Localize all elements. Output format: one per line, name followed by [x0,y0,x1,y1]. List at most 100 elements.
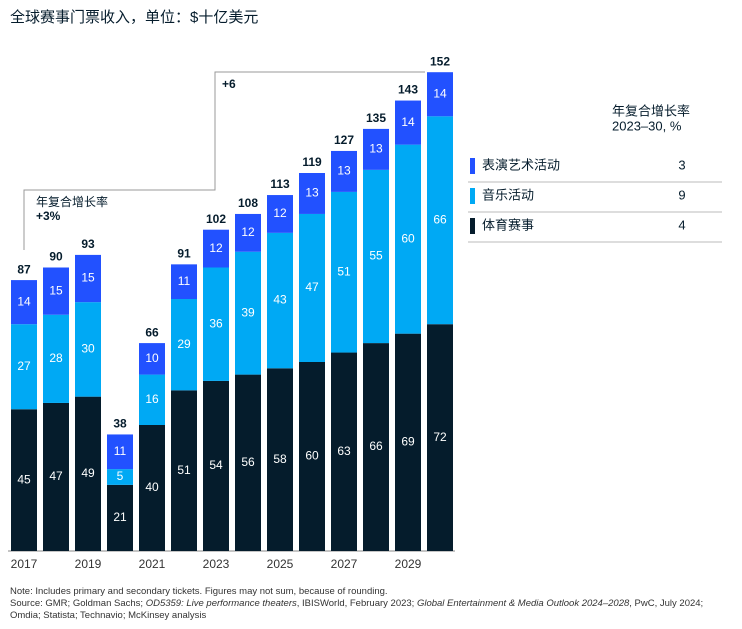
segment-label: 69 [401,434,415,448]
segment-label: 21 [113,510,127,524]
bar-segment [203,267,229,381]
legend-label: 表演艺术活动 [482,157,560,172]
bar-segment [235,374,261,551]
cagr-late: +6 [222,77,236,91]
segment-label: 16 [145,392,159,406]
legend-title: 2023–30, % [612,118,682,133]
segment-label: 11 [114,444,127,458]
bar-segment [139,343,165,375]
bar-segment [171,390,197,551]
segment-label: 14 [401,115,415,129]
segment-label: 15 [81,271,95,285]
segment-label: 11 [178,274,191,288]
bar-segment [267,368,293,551]
source-part: , IBISWorld, February 2023; [296,598,417,609]
segment-label: 28 [49,351,63,365]
total-label: 102 [206,212,226,226]
total-label: 143 [398,83,418,97]
segment-label: 13 [337,164,351,178]
legend-title: 年复合增长率 [612,103,690,118]
bar-segment [43,267,69,315]
segment-label: 47 [305,280,319,294]
segment-label: 56 [241,455,255,469]
bar-segment [427,72,453,117]
segment-label: 72 [433,430,447,444]
bar-segment [107,484,133,551]
total-label: 93 [81,237,95,251]
segment-label: 39 [241,305,255,319]
bar-segment [331,150,357,192]
x-tick-label: 2025 [267,557,294,571]
cagr-bracket [23,71,425,250]
bar-segment [395,144,421,334]
source-part: , PwC, July 2024; Omdia; Statista; Techn… [10,598,704,621]
bar-segment [267,232,293,369]
bar-segment [203,380,229,551]
total-label: 108 [238,196,258,210]
x-tick-label: 2023 [203,557,230,571]
bar-segment [75,302,101,397]
segment-label: 13 [305,186,319,200]
bar-segment [363,169,389,344]
segment-label: 66 [433,212,447,226]
bar-segment [299,362,325,551]
bar-segment [363,343,389,551]
x-tick-label: 2021 [139,557,166,571]
bar-segment [171,299,197,391]
segment-label: 66 [369,439,383,453]
segment-label: 51 [337,264,351,278]
bar-segment [203,229,229,268]
bar-segment [139,425,165,551]
segment-label: 12 [241,225,255,239]
x-tick-label: 2017 [11,557,38,571]
segment-label: 15 [49,283,63,297]
segment-label: 51 [177,463,191,477]
cagr-label: 年复合增长率 [36,194,108,209]
bar-segment [395,333,421,551]
source-part: Global Entertainment & Media Outlook 202… [416,598,630,609]
note: Note: Includes primary and secondary tic… [10,586,388,597]
total-label: 113 [270,177,290,191]
segment-label: 60 [401,231,415,245]
total-label: 66 [145,325,159,339]
bar-segment [11,280,37,325]
segment-label: 58 [273,452,287,466]
bar-segment [299,173,325,214]
legend-label: 音乐活动 [482,187,534,202]
legend-swatch [470,218,475,234]
segment-label: 47 [49,469,63,483]
bar-segment [267,195,293,233]
bar-segment [11,409,37,551]
segment-label: 13 [369,142,383,156]
bar-segment [331,352,357,551]
bar-segment [107,434,133,470]
notes: Note: Includes primary and secondary tic… [10,586,730,622]
legend-swatch [470,188,475,204]
total-label: 127 [334,133,354,147]
bar-segment [75,254,101,303]
bar-segment [107,469,133,485]
bar-segment [427,324,453,551]
segment-label: 5 [117,469,124,483]
source: Source: GMR; Goldman Sachs; OD5359: Live… [10,598,730,622]
cagr-early: +3% [36,209,61,223]
total-label: 87 [17,262,31,276]
total-label: 119 [302,155,322,169]
bar-segment [331,191,357,353]
bar-segment [171,264,197,299]
total-label: 152 [430,54,450,68]
x-tick-label: 2019 [75,557,102,571]
bar-segment [139,374,165,425]
segment-label: 27 [17,359,31,373]
segment-label: 45 [17,472,31,486]
bar-segment [235,251,261,375]
segment-label: 49 [81,466,95,480]
legend-swatch [470,158,475,174]
bar-segment [363,128,389,170]
total-label: 135 [366,111,386,125]
total-label: 91 [177,247,191,261]
segment-label: 14 [433,86,447,100]
source-part: OD5359: Live performance theaters [145,598,297,609]
